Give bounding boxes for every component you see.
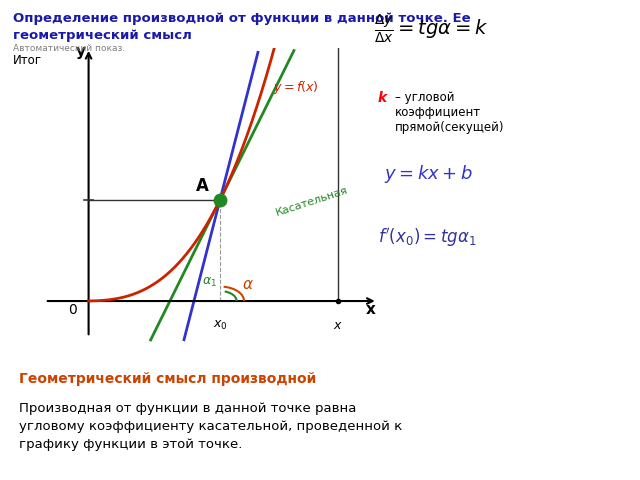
Text: Производная от функции в данной точке равна
угловому коэффициенту касательной, п: Производная от функции в данной точке ра…: [19, 402, 402, 451]
Text: $\alpha$: $\alpha$: [242, 277, 254, 292]
Text: $x_0$: $x_0$: [212, 319, 227, 332]
Text: – угловой
коэффициент
прямой(секущей): – угловой коэффициент прямой(секущей): [395, 91, 504, 134]
Text: $\alpha_1$: $\alpha_1$: [202, 276, 217, 289]
Text: k: k: [378, 91, 387, 105]
Text: y: y: [76, 44, 86, 59]
Text: x: x: [365, 302, 376, 317]
Text: геометрический смысл: геометрический смысл: [13, 29, 191, 42]
Text: $\frac{\Delta y}{\Delta x} = tg\alpha = k$: $\frac{\Delta y}{\Delta x} = tg\alpha = …: [374, 12, 489, 45]
Text: $y = kx + b$: $y = kx + b$: [384, 163, 473, 185]
Text: A: A: [195, 177, 208, 195]
Text: $y = f(x)$: $y = f(x)$: [273, 79, 318, 96]
Text: $x$: $x$: [333, 319, 343, 332]
Text: Автоматический показ.: Автоматический показ.: [13, 44, 125, 53]
Text: Определение производной от функции в данной точке. Ее: Определение производной от функции в дан…: [13, 12, 470, 25]
Text: Геометрический смысл производной: Геометрический смысл производной: [19, 372, 316, 386]
Text: Итог: Итог: [13, 54, 42, 67]
Text: $f'(x_0) = tg\alpha_1$: $f'(x_0) = tg\alpha_1$: [378, 226, 476, 249]
Text: 0: 0: [68, 303, 77, 317]
Text: Касательная: Касательная: [275, 185, 349, 218]
